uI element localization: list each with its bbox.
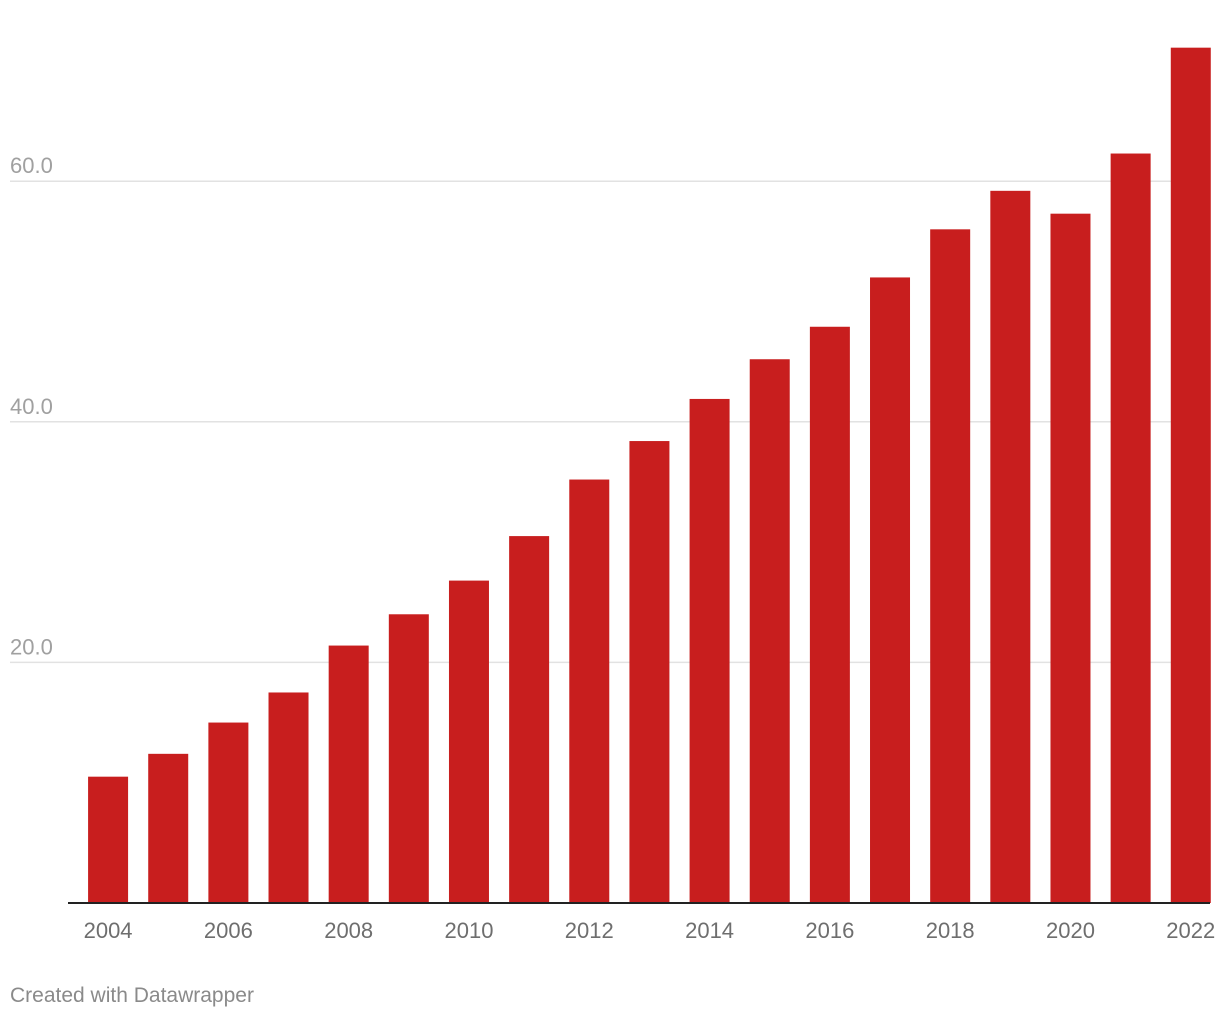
bar-2020 [1050, 213, 1091, 903]
x-tick-label: 2016 [805, 918, 854, 943]
x-tick-label: 2008 [324, 918, 373, 943]
bar-2005 [148, 753, 189, 903]
bar-2007 [268, 692, 309, 903]
bar-2010 [448, 580, 489, 903]
bar-2016 [809, 326, 850, 903]
bar-2008 [328, 645, 369, 903]
bars [88, 47, 1211, 904]
bar-2019 [990, 190, 1031, 903]
bar-2021 [1110, 153, 1151, 903]
x-tick-label: 2018 [926, 918, 975, 943]
bar-2006 [208, 722, 249, 903]
axes: 2004 2006 2008 2010 2012 2014 2016 2018 2020 2022 [68, 902, 1215, 943]
x-tick-label: 2012 [565, 918, 614, 943]
bar-2014 [689, 398, 730, 903]
x-tick-label: 2014 [685, 918, 734, 943]
bar-2017 [870, 277, 911, 903]
bar-2015 [749, 359, 790, 903]
x-tick-label: 2010 [444, 918, 493, 943]
bar-2009 [388, 614, 429, 903]
bar-2013 [629, 441, 670, 903]
x-tick-label: 2004 [84, 918, 133, 943]
x-tick-label: 2022 [1166, 918, 1215, 943]
x-tick-label: 2006 [204, 918, 253, 943]
bar-2004 [88, 776, 129, 903]
y-tick-label: 40.0 [10, 394, 53, 419]
x-tick-label: 2020 [1046, 918, 1095, 943]
bar-2022 [1170, 47, 1211, 904]
bar-2011 [509, 536, 550, 903]
y-tick-label: 60.0 [10, 153, 53, 178]
bar-2012 [569, 479, 610, 903]
bar-2018 [930, 229, 971, 903]
y-tick-label: 20.0 [10, 634, 53, 659]
datawrapper-credit: Created with Datawrapper [10, 984, 254, 1007]
